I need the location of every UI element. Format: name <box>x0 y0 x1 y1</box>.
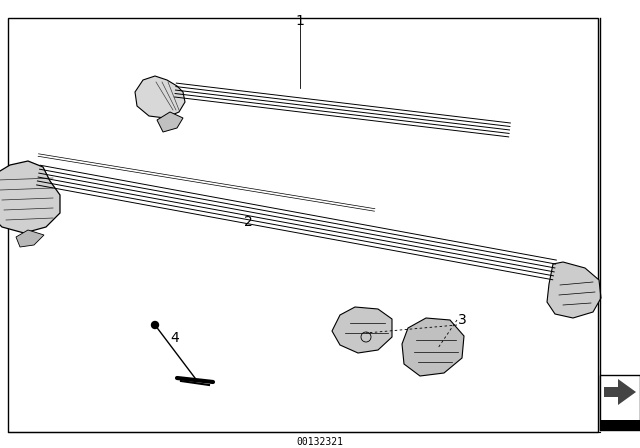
Polygon shape <box>135 76 185 118</box>
Polygon shape <box>604 379 636 405</box>
Text: 1: 1 <box>296 14 305 28</box>
Polygon shape <box>402 318 464 376</box>
Bar <box>600 420 640 430</box>
Bar <box>600 375 640 430</box>
Text: 00132321: 00132321 <box>296 437 344 447</box>
Text: 4: 4 <box>171 331 179 345</box>
Text: 3: 3 <box>458 313 467 327</box>
Polygon shape <box>332 307 392 353</box>
Text: 2: 2 <box>244 215 252 229</box>
Polygon shape <box>547 262 601 318</box>
Polygon shape <box>16 230 44 247</box>
Circle shape <box>152 322 159 328</box>
Polygon shape <box>0 161 60 233</box>
Polygon shape <box>157 112 183 132</box>
